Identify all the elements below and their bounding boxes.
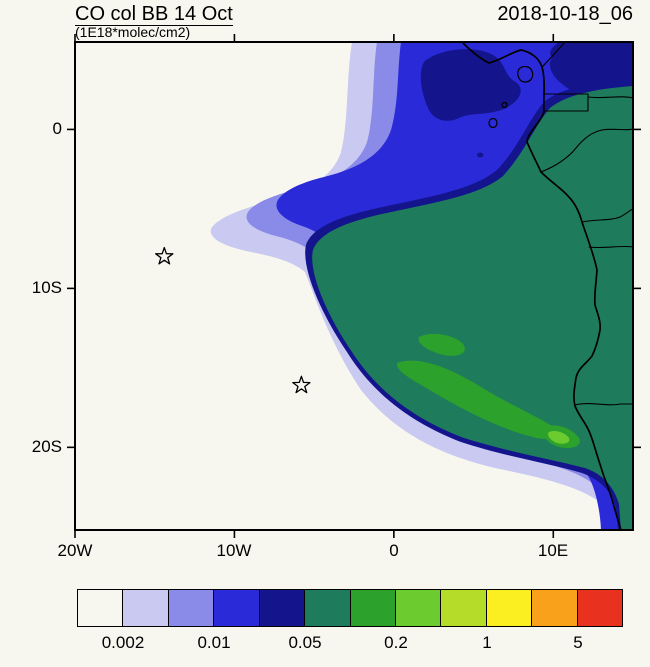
colorbar-label-0002: 0.002 <box>101 633 145 652</box>
colorbar-cell-3 <box>214 590 260 626</box>
colorbar-cell-9 <box>486 590 533 626</box>
y-axis-tick-label-0: 0 <box>52 119 62 138</box>
x-axis-tick-label-10w: 10W <box>216 541 252 560</box>
colorbar-cell-5 <box>305 590 351 626</box>
colorbar-label-005: 0.05 <box>288 633 322 652</box>
colorbar-label-5: 5 <box>573 633 583 652</box>
contour-fill-gte-0.2-patch-a <box>396 360 558 439</box>
island-principe <box>501 101 508 109</box>
page-title: CO col BB 14 Oct <box>75 3 233 26</box>
border-cameroon-congo <box>587 96 633 99</box>
colorbar-cell-4 <box>259 590 306 626</box>
x-axis-tick-label-20w: 20W <box>57 541 93 560</box>
x-axis-tick-label-10e: 10E <box>537 541 569 560</box>
colorbar-cell-7 <box>395 590 442 626</box>
colorbar-cell-0 <box>78 590 124 626</box>
colorbar-label-02: 0.2 <box>384 633 408 652</box>
datestamp-label: 2018-10-18_06 <box>497 3 633 25</box>
border-nigeria-cameroon <box>541 42 566 68</box>
x-axis-tick-label-0: 0 <box>389 541 399 560</box>
border-drc-angola <box>588 245 633 249</box>
border-congo-drc <box>581 208 633 223</box>
contour-fill-gte-0.5 <box>548 430 570 444</box>
colorbar-cell-1 <box>123 590 169 626</box>
colorbar-label-1: 1 <box>482 633 492 652</box>
colorbar-cell-8 <box>441 590 487 626</box>
border-eq-guinea <box>543 93 589 112</box>
plot-frame <box>74 41 634 531</box>
map-area <box>210 42 633 530</box>
page-title-text: CO col BB 14 Oct <box>75 3 233 26</box>
contour-fill-gte-0.05 <box>312 86 633 530</box>
colorbar-cell-6 <box>350 590 396 626</box>
colorbar-cell-2 <box>168 590 215 626</box>
units-label: (1E18*molec/cm2) <box>75 24 191 40</box>
colorbar-cell-11 <box>577 590 623 626</box>
colorbar-label-001: 0.01 <box>197 633 231 652</box>
y-axis-tick-label-20s: 20S <box>31 437 62 456</box>
colorbar <box>77 589 623 627</box>
star-marker-1 <box>155 246 174 265</box>
contour-fill-gte-0.02-patch-a <box>420 49 521 121</box>
contour-speck <box>477 152 484 158</box>
contour-fill-gte-0.2-patch-b <box>418 333 465 356</box>
star-marker-2 <box>292 375 311 394</box>
border-angola-namibia <box>574 403 633 406</box>
border-gabon-congo <box>540 128 633 173</box>
island-bioko <box>517 65 534 83</box>
island-sao-tome <box>488 117 498 129</box>
colorbar-cell-10 <box>532 590 578 626</box>
y-axis-tick-label-10s: 10S <box>31 278 62 297</box>
